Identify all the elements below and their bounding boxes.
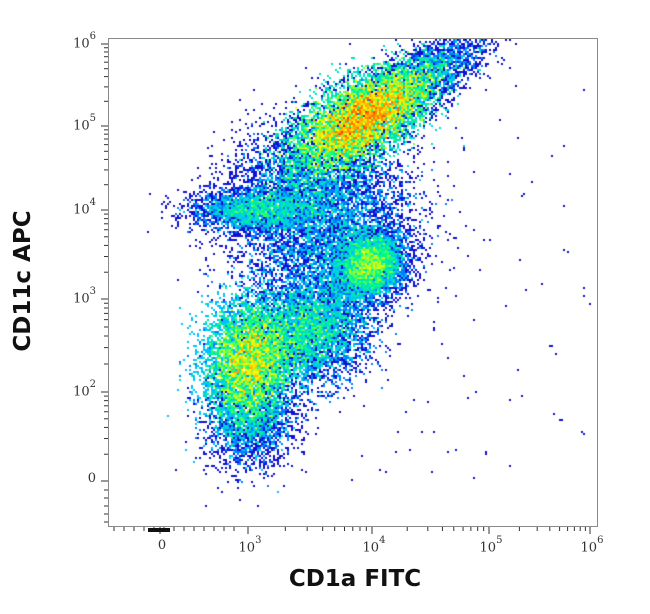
x-tick-label: 103 (238, 535, 262, 556)
y-tick-label: 106 (73, 31, 96, 52)
x-tick-label: 105 (479, 535, 503, 556)
density-scatter-area (109, 39, 597, 526)
x-axis-label: CD1a FITC (288, 566, 422, 592)
y-tick-label: 102 (73, 379, 96, 400)
y-tick-label: 103 (73, 286, 96, 307)
x-tick-label: 106 (580, 535, 604, 556)
x-tick-label: 0 (157, 538, 167, 553)
y-tick-label: 0 (87, 471, 96, 486)
x-tick-label: 104 (362, 535, 386, 556)
plot-frame (108, 38, 598, 527)
y-tick-label: 104 (73, 197, 96, 218)
y-axis-label: CD11c APC (10, 210, 36, 352)
y-tick-label: 105 (73, 113, 96, 134)
